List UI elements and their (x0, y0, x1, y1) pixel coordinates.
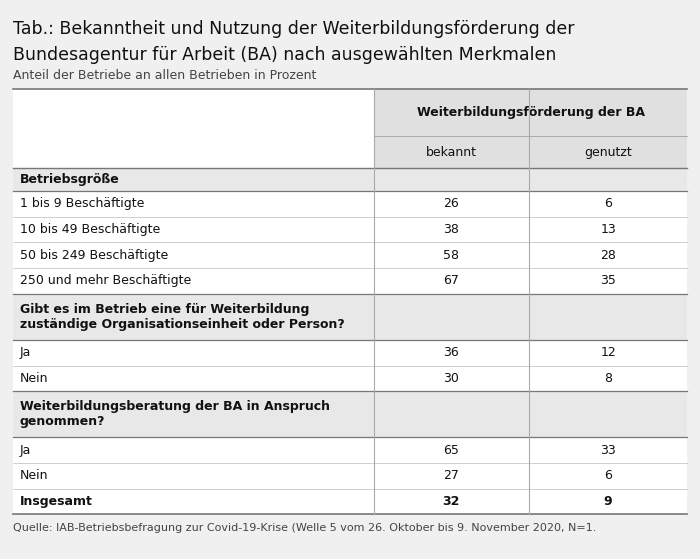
Text: genommen?: genommen? (20, 415, 105, 428)
Text: zuständige Organisationseinheit oder Person?: zuständige Organisationseinheit oder Per… (20, 318, 344, 331)
Text: 67: 67 (443, 274, 459, 287)
Text: 6: 6 (604, 470, 612, 482)
Text: 250 und mehr Beschäftigte: 250 und mehr Beschäftigte (20, 274, 191, 287)
Text: bekannt: bekannt (426, 145, 477, 159)
Text: 13: 13 (600, 223, 616, 236)
Text: 6: 6 (604, 197, 612, 210)
Text: 30: 30 (443, 372, 459, 385)
Text: Betriebsgröße: Betriebsgröße (20, 173, 119, 186)
Text: Weiterbildungsberatung der BA in Anspruch: Weiterbildungsberatung der BA in Anspruc… (20, 400, 330, 413)
Text: 26: 26 (443, 197, 459, 210)
Bar (13, 293, 687, 340)
Text: Nein: Nein (20, 470, 48, 482)
Text: 12: 12 (600, 346, 616, 359)
Text: 36: 36 (443, 346, 459, 359)
Text: Gibt es im Betrieb eine für Weiterbildung: Gibt es im Betrieb eine für Weiterbildun… (20, 302, 309, 316)
Text: Weiterbildungsförderung der BA: Weiterbildungsförderung der BA (416, 106, 645, 119)
Text: 9: 9 (604, 495, 612, 508)
Text: 8: 8 (604, 372, 612, 385)
Text: Tab.: Bekanntheit und Nutzung der Weiterbildungsförderung der: Tab.: Bekanntheit und Nutzung der Weiter… (13, 20, 574, 37)
Text: Nein: Nein (20, 372, 48, 385)
Text: 1 bis 9 Beschäftigte: 1 bis 9 Beschäftigte (20, 197, 144, 210)
Text: 50 bis 249 Beschäftigte: 50 bis 249 Beschäftigte (20, 249, 168, 262)
Text: Insgesamt: Insgesamt (20, 495, 92, 508)
Bar (374, 89, 687, 168)
Text: 35: 35 (600, 274, 616, 287)
Text: 32: 32 (442, 495, 460, 508)
Text: Bundesagentur für Arbeit (BA) nach ausgewählten Merkmalen: Bundesagentur für Arbeit (BA) nach ausge… (13, 46, 556, 64)
Text: 38: 38 (443, 223, 459, 236)
Text: Quelle: IAB-Betriebsbefragung zur Covid-19-Krise (Welle 5 vom 26. Oktober bis 9.: Quelle: IAB-Betriebsbefragung zur Covid-… (13, 523, 596, 533)
Text: 65: 65 (443, 444, 459, 457)
Text: Ja: Ja (20, 346, 31, 359)
Text: Anteil der Betriebe an allen Betrieben in Prozent: Anteil der Betriebe an allen Betrieben i… (13, 69, 316, 82)
Text: Ja: Ja (20, 444, 31, 457)
Text: 10 bis 49 Beschäftigte: 10 bis 49 Beschäftigte (20, 223, 160, 236)
Text: 27: 27 (443, 470, 459, 482)
Bar (13, 391, 687, 437)
Bar (13, 168, 687, 191)
Text: 33: 33 (600, 444, 616, 457)
Bar (13, 89, 687, 514)
Text: 58: 58 (443, 249, 459, 262)
Text: genutzt: genutzt (584, 145, 632, 159)
Text: 28: 28 (600, 249, 616, 262)
